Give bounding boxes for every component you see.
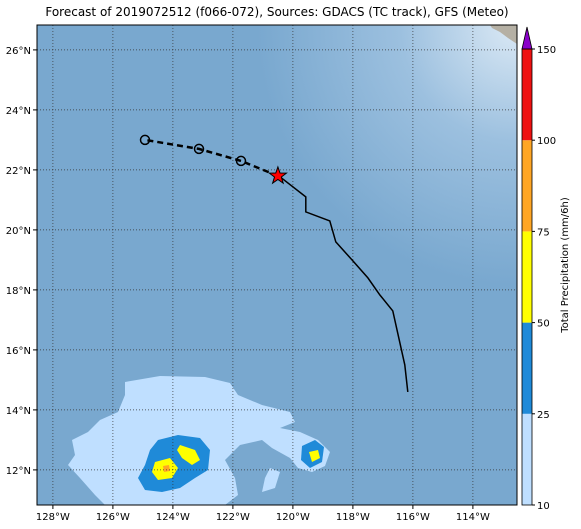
forecast-track (144, 138, 242, 163)
grid (37, 25, 517, 505)
map-frame (36, 24, 518, 506)
map-area (37, 25, 517, 505)
colorbar-label: Total Precipitation (mm/6h) (560, 197, 571, 334)
y-tick-label: 24°N (6, 106, 31, 117)
axes: 128°W 126°W 124°W 122°W 120°W 118°W 116°W 114°W… (6, 46, 490, 523)
forecast-point (139, 134, 151, 146)
land (490, 25, 517, 44)
x-tick-label: 124°W (156, 512, 190, 523)
colorbar-segment (522, 140, 532, 232)
precipitation-field (68, 376, 330, 505)
y-tick-label: 14°N (6, 406, 31, 417)
y-tick-label: 20°N (6, 226, 31, 237)
colorbar-tick-label: 75 (537, 227, 550, 238)
y-tick-label: 12°N (6, 466, 31, 477)
x-tick-label: 114°W (456, 512, 490, 523)
colorbar-tick-label: 50 (537, 319, 550, 330)
colorbar-tick-label: 25 (537, 410, 550, 421)
y-tick-label: 16°N (6, 346, 31, 357)
x-tick-label: 120°W (276, 512, 310, 523)
forecast-point (235, 155, 247, 167)
y-tick-label: 18°N (6, 286, 31, 297)
x-tick-label: 116°W (396, 512, 430, 523)
colorbar-tick-label: 10 (537, 501, 550, 512)
tracks (139, 134, 409, 392)
x-tick-label: 126°W (96, 512, 130, 523)
y-tick-label: 26°N (6, 46, 31, 57)
forecast-point (193, 143, 205, 155)
colorbar-segment (522, 413, 532, 505)
colorbar-tick-label: 100 (537, 136, 556, 147)
past-track (279, 176, 409, 392)
colorbar-segment (522, 322, 532, 414)
map-title: Forecast of 2019072512 (f066-072), Sourc… (45, 5, 508, 19)
colorbar-segment (522, 49, 532, 141)
current-position (267, 165, 288, 185)
colorbar-segment (522, 231, 532, 323)
y-tick-label: 22°N (6, 166, 31, 177)
colorbar-extension (521, 26, 533, 50)
colorbar-frame (521, 48, 533, 506)
forecast-connector (240, 159, 279, 178)
colorbar: 10 25 50 75 100 150 (521, 26, 556, 512)
x-tick-label: 118°W (336, 512, 370, 523)
x-tick-label: 122°W (216, 512, 250, 523)
x-tick-label: 128°W (36, 512, 70, 523)
colorbar-tick-label: 150 (537, 45, 556, 56)
